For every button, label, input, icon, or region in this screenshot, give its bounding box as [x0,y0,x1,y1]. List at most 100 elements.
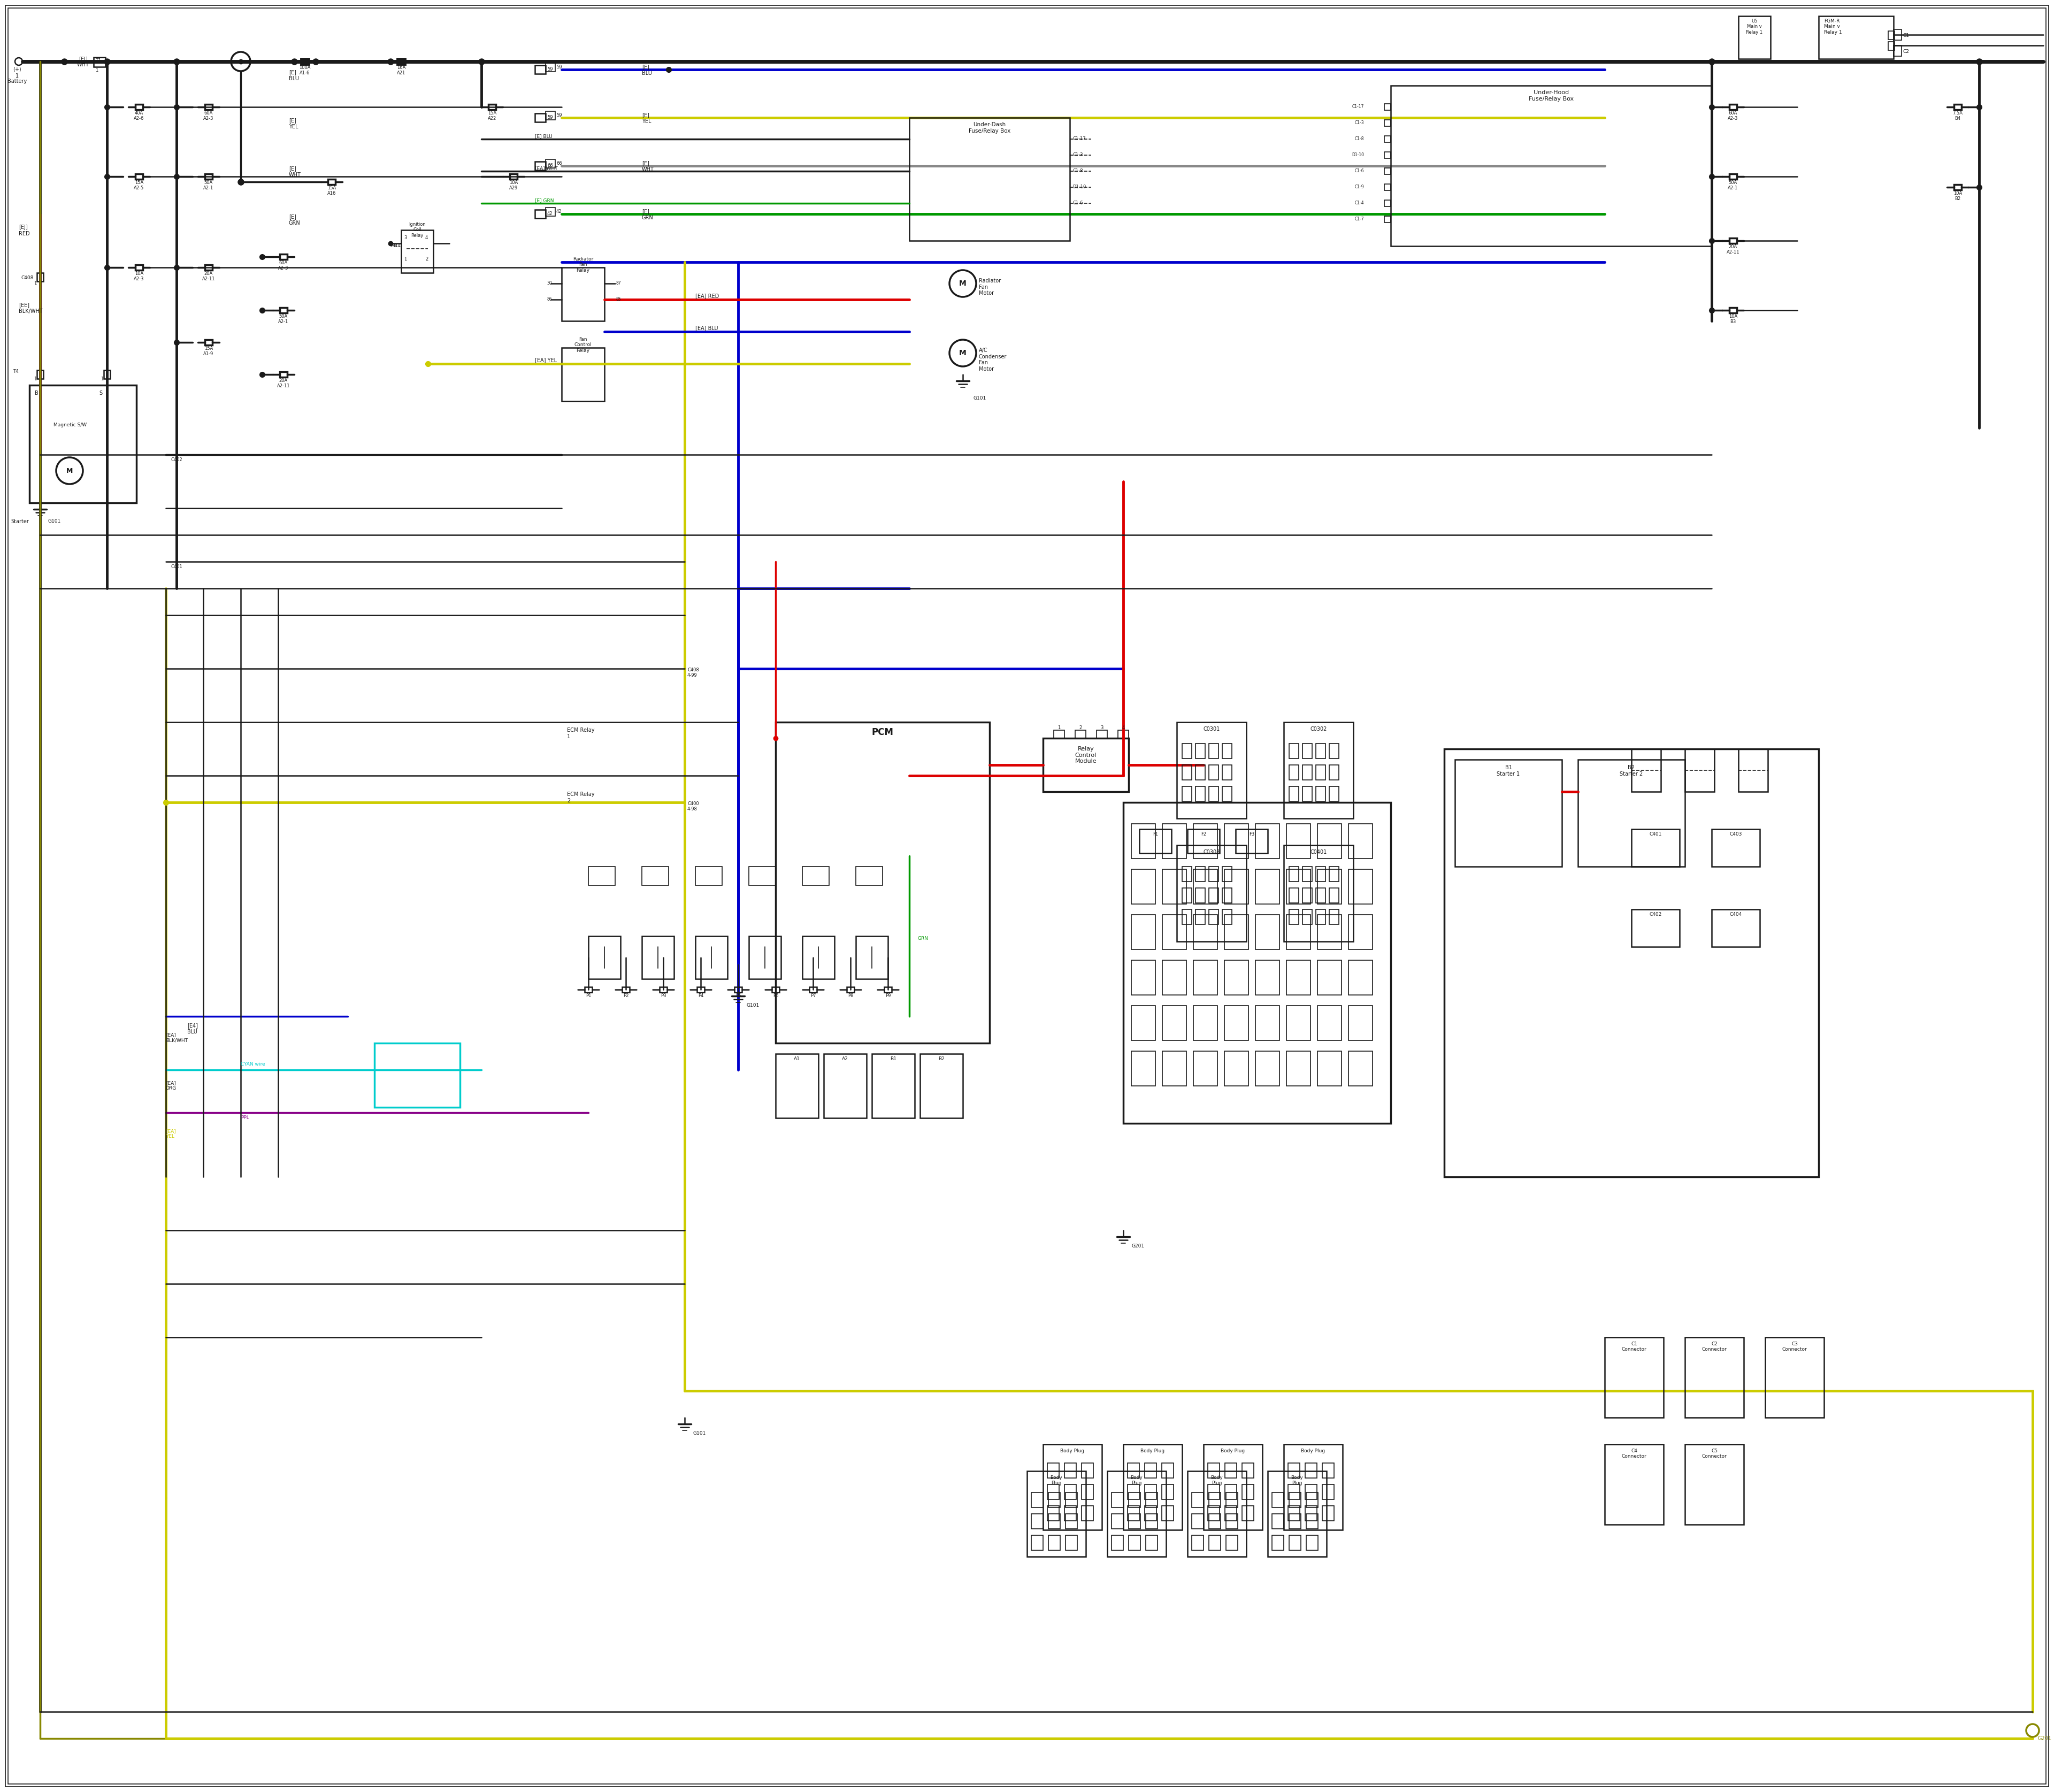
Text: C0303: C0303 [1204,849,1220,855]
Bar [1317,787,1325,801]
Text: 87: 87 [616,281,622,287]
Text: P9: P9 [885,993,891,998]
Bar [1144,1505,1156,1521]
Bar [1284,1444,1343,1530]
Bar [1349,1052,1372,1086]
Bar [1711,830,1760,867]
Bar [1074,729,1087,738]
Bar [1631,830,1680,867]
Bar [1894,45,1902,56]
Bar [136,104,144,109]
Bar [1224,1484,1237,1500]
Bar [735,987,741,993]
Text: C5
Connector: C5 Connector [1703,1448,1727,1459]
Text: 15A
A22: 15A A22 [487,111,497,122]
Bar [1384,201,1391,206]
Text: [EA] YEL: [EA] YEL [534,357,557,362]
Text: 59: 59 [546,66,553,72]
Bar [1191,1493,1204,1507]
Bar [883,987,891,993]
Text: G101: G101 [748,1004,760,1007]
Bar [772,987,778,993]
Bar [1286,1052,1310,1086]
Bar [1195,744,1206,758]
Bar [1064,1505,1076,1521]
Bar [1454,760,1561,867]
Bar [105,371,111,378]
Bar [696,867,723,885]
Text: Body
Plug: Body Plug [1292,1475,1302,1486]
Text: 42: 42 [557,210,563,215]
Bar [1066,1514,1076,1529]
Bar [1391,86,1711,246]
Bar [534,210,546,219]
Bar [659,987,668,993]
Bar [1304,1505,1317,1521]
Bar [29,385,136,504]
Bar [1329,787,1339,801]
Text: G201: G201 [1132,1244,1144,1249]
Bar [1729,174,1738,179]
Bar [1048,1484,1060,1500]
Bar [1048,1493,1060,1507]
Bar [1302,787,1313,801]
Bar [1286,869,1310,903]
Bar [1349,1005,1372,1041]
Bar [1210,787,1218,801]
Text: [E]
YEL: [E] YEL [641,113,651,124]
Bar [37,272,43,281]
Bar [1183,889,1191,903]
Text: C1
Connector: C1 Connector [1621,1342,1647,1351]
Bar [1818,16,1894,59]
Bar [1195,867,1206,882]
Text: C1-8: C1-8 [1072,168,1082,174]
Bar [1066,1493,1076,1507]
Bar [302,59,308,65]
Bar [1226,1536,1239,1550]
Bar [1764,1337,1824,1417]
Bar [1267,1471,1327,1557]
Bar [750,867,776,885]
Bar [1132,961,1154,995]
Text: C1-8: C1-8 [1356,136,1364,142]
Bar [1306,1493,1319,1507]
Bar [1738,749,1768,792]
Bar [1146,1514,1158,1529]
Bar [1317,961,1341,995]
Text: [EE]
BLK/WHT: [EE] BLK/WHT [18,303,43,314]
Bar [1124,803,1391,1124]
Bar [696,935,727,978]
Text: C2: C2 [1904,48,1910,54]
Text: C400
4-98: C400 4-98 [688,801,698,812]
Bar [641,935,674,978]
Bar [1224,1052,1249,1086]
Bar [1048,1505,1060,1521]
Text: T1: T1 [94,59,101,63]
Text: [EA] BLU: [EA] BLU [696,324,719,330]
Bar [1210,867,1218,882]
Text: C1-4: C1-4 [1354,201,1364,206]
Bar [1631,749,1662,792]
Bar [1304,1462,1317,1478]
Text: P8: P8 [848,993,852,998]
Bar [1222,744,1232,758]
Bar [1323,1505,1333,1521]
Bar [1177,722,1247,819]
Bar [329,179,335,185]
Bar [1317,765,1325,780]
Bar [1317,744,1325,758]
Text: 1: 1 [94,68,99,73]
Text: 7.5A
B4: 7.5A B4 [1953,111,1964,122]
Bar [1302,765,1313,780]
Text: C1-6: C1-6 [1354,168,1364,174]
Text: 4: 4 [425,235,427,240]
Bar [1208,1484,1220,1500]
Text: [E]
GRN: [E] GRN [641,208,653,220]
Text: A/C
Condenser
Fan
Motor: A/C Condenser Fan Motor [980,348,1006,371]
Bar [1204,1444,1263,1530]
Text: 1: 1 [405,256,407,262]
Bar [1255,824,1280,858]
Bar [1163,824,1187,858]
Bar [1226,1493,1239,1507]
Text: (+): (+) [12,66,21,72]
